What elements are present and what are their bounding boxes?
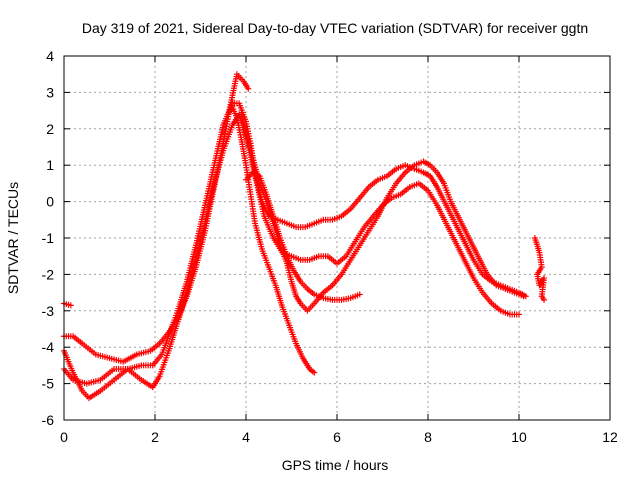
series-track-g [243, 169, 363, 303]
data-point [67, 302, 74, 309]
y-tick-label: -3 [42, 303, 55, 319]
data-point [516, 311, 522, 318]
y-tick-label: -2 [42, 266, 55, 282]
y-tick-label: 0 [46, 194, 54, 210]
x-axis-label: GPS time / hours [282, 457, 389, 473]
x-tick-label: 12 [602, 429, 618, 445]
y-tick-label: 3 [46, 84, 54, 100]
y-axis-label: SDTVAR / TECUs [5, 182, 21, 294]
y-tick-label: -4 [42, 339, 55, 355]
x-tick-label: 8 [424, 429, 432, 445]
y-tick-label: 4 [46, 48, 54, 64]
y-tick-label: 1 [46, 157, 54, 173]
data-point [311, 369, 318, 376]
y-tick-label: -1 [42, 230, 55, 246]
data-point [356, 291, 363, 298]
data-point [520, 293, 527, 300]
y-tick-label: -5 [42, 376, 55, 392]
x-tick-label: 6 [333, 429, 341, 445]
x-tick-label: 4 [242, 429, 250, 445]
series-track-h [531, 235, 548, 303]
y-tick-label: 2 [46, 121, 54, 137]
chart-title: Day 319 of 2021, Sidereal Day-to-day VTE… [82, 20, 588, 36]
series-track-e [224, 103, 318, 376]
y-tick-label: -6 [42, 412, 55, 428]
data-series [61, 71, 548, 402]
x-tick-label: 10 [511, 429, 527, 445]
x-tick-label: 0 [60, 429, 68, 445]
x-tick-label: 2 [151, 429, 159, 445]
data-point [541, 296, 548, 303]
data-point [245, 85, 252, 92]
grid [64, 56, 610, 420]
